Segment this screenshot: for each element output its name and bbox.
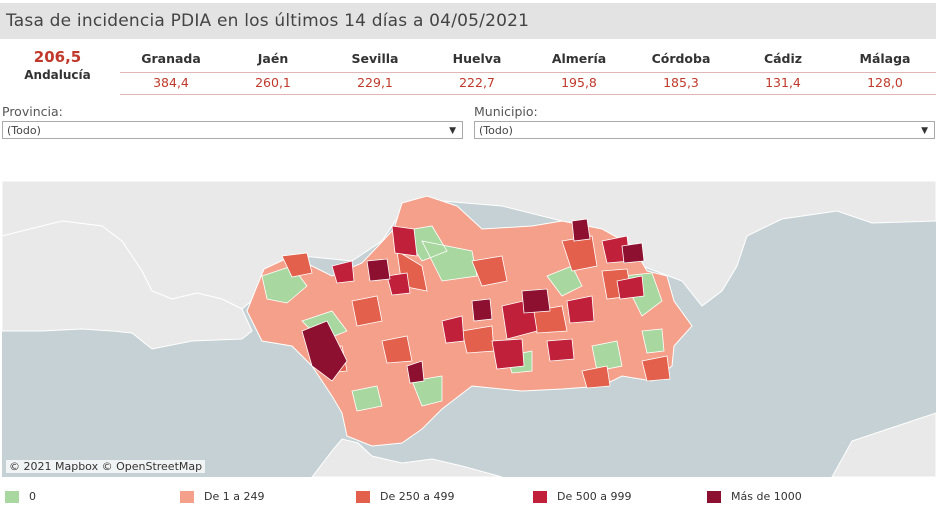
legend-item[interactable]: De 500 a 999 <box>533 490 631 503</box>
province-name: Córdoba <box>630 50 732 73</box>
legend-swatch <box>5 490 19 503</box>
land-portugal <box>2 220 253 350</box>
legend-item[interactable]: De 250 a 499 <box>356 490 454 503</box>
legend-label: De 1 a 249 <box>204 490 265 503</box>
legend-item[interactable]: De 1 a 249 <box>180 490 264 503</box>
province-column[interactable]: Almería 195,8 <box>528 50 630 94</box>
legend-label: De 500 a 999 <box>557 490 632 503</box>
municipio-select[interactable]: (Todo) ▼ <box>474 121 935 139</box>
municipio-filter: Municipio: (Todo) ▼ <box>474 104 935 139</box>
dashboard-title-bar: Tasa de incidencia PDIA en los últimos 1… <box>0 3 936 39</box>
province-name: Huelva <box>426 50 528 73</box>
province-rate: 260,1 <box>255 75 291 90</box>
land-north-africa <box>831 412 936 477</box>
province-name: Jaén <box>222 50 324 73</box>
province-column[interactable]: Jaén 260,1 <box>222 50 324 94</box>
provincia-filter: Provincia: (Todo) ▼ <box>2 104 463 139</box>
provincia-selected-value: (Todo) <box>7 124 41 137</box>
province-rate: 128,0 <box>867 75 903 90</box>
province-column[interactable]: Cádiz 131,4 <box>732 50 834 94</box>
legend-swatch <box>533 490 547 503</box>
provincia-label: Provincia: <box>2 104 63 119</box>
province-column[interactable]: Málaga 128,0 <box>834 50 936 94</box>
map-legend: 0 De 1 a 249 De 250 a 499 De 500 a 999 M… <box>0 490 940 508</box>
provincia-select[interactable]: (Todo) ▼ <box>2 121 463 139</box>
province-column[interactable]: Sevilla 229,1 <box>324 50 426 94</box>
chevron-down-icon[interactable]: ▼ <box>449 126 456 136</box>
legend-label: De 250 a 499 <box>380 490 455 503</box>
legend-item[interactable]: 0 <box>5 490 36 503</box>
province-name: Granada <box>120 50 222 73</box>
municipio-label: Municipio: <box>474 104 538 119</box>
province-column[interactable]: Granada 384,4 <box>120 50 222 94</box>
province-rates-table: Granada 384,4 Jaén 260,1 Sevilla 229,1 H… <box>120 50 936 95</box>
province-rate: 222,7 <box>459 75 495 90</box>
province-name: Málaga <box>834 50 936 73</box>
andalucia-rate: 206,5 <box>33 48 82 66</box>
province-column[interactable]: Córdoba 185,3 <box>630 50 732 94</box>
andalucia-summary: 206,5 Andalucía <box>0 48 115 82</box>
dashboard-title: Tasa de incidencia PDIA en los últimos 1… <box>6 11 530 31</box>
province-column[interactable]: Huelva 222,7 <box>426 50 528 94</box>
province-rate: 131,4 <box>765 75 801 90</box>
province-rate: 185,3 <box>663 75 699 90</box>
province-rate: 384,4 <box>153 75 189 90</box>
legend-item[interactable]: Más de 1000 <box>707 490 802 503</box>
legend-swatch <box>180 490 194 503</box>
province-name: Almería <box>528 50 630 73</box>
region-cluster <box>301 218 645 384</box>
chevron-down-icon[interactable]: ▼ <box>921 126 928 136</box>
legend-swatch <box>707 490 721 503</box>
map-attribution: © 2021 Mapbox © OpenStreetMap <box>6 460 206 473</box>
legend-swatch <box>356 490 370 503</box>
choropleth-map[interactable]: © 2021 Mapbox © OpenStreetMap <box>2 181 936 477</box>
map-canvas[interactable] <box>2 181 936 477</box>
province-name: Cádiz <box>732 50 834 73</box>
land-morocco <box>311 438 503 477</box>
legend-label: 0 <box>29 490 36 503</box>
province-rate: 229,1 <box>357 75 393 90</box>
province-name: Sevilla <box>324 50 426 73</box>
andalucia-label: Andalucía <box>24 68 91 82</box>
province-rate: 195,8 <box>561 75 597 90</box>
legend-label: Más de 1000 <box>731 490 802 503</box>
region-cluster <box>261 225 665 412</box>
municipio-selected-value: (Todo) <box>479 124 513 137</box>
